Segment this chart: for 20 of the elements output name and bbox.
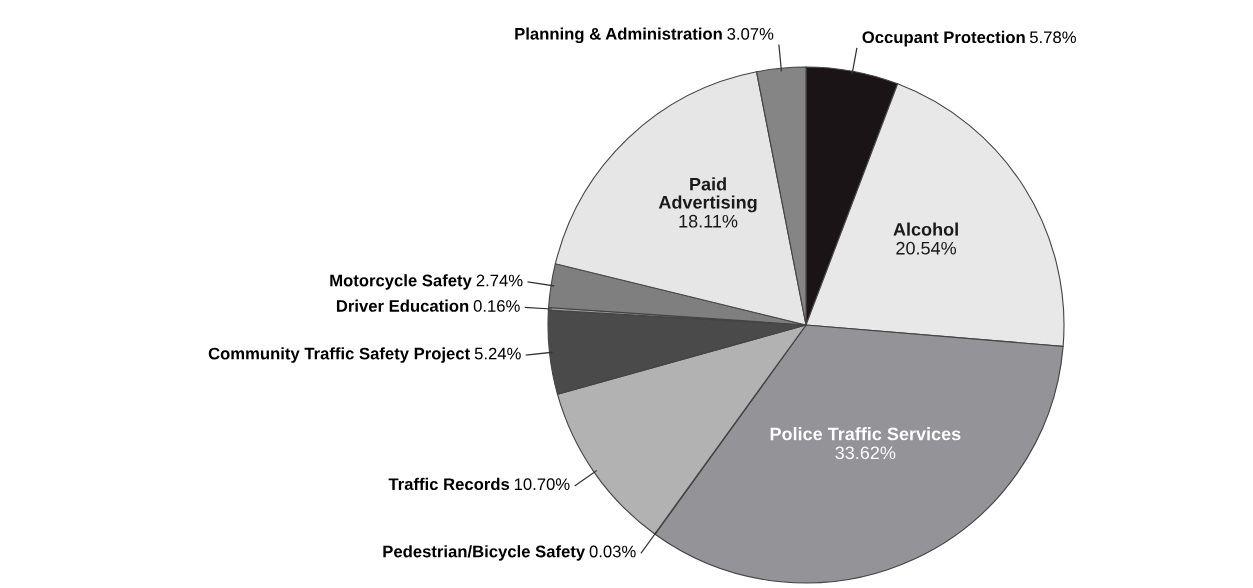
data-label: 10.70%	[514, 478, 570, 491]
data-label: 33.62%	[835, 446, 896, 460]
data-label: 5.24%	[474, 347, 521, 360]
slice-label: Traffic Records	[388, 477, 510, 491]
slice-label: Planning & Administration	[515, 27, 722, 44]
data-label: 5.78%	[1029, 31, 1076, 44]
data-label: 0.03%	[589, 545, 636, 558]
slice-label: Motorcycle Safety	[330, 274, 472, 290]
slice-label: Police Traffic Services	[770, 427, 961, 441]
slice-label: Pedestrian/Bicycle Safety	[383, 545, 586, 561]
slice-label: Occupant Protection	[862, 30, 1025, 47]
slice-label: Driver Education	[336, 299, 469, 312]
slice-label: Community Traffic Safety Project	[208, 347, 470, 363]
data-label: 2.74%	[476, 274, 523, 287]
data-label: 3.07%	[727, 27, 774, 40]
data-label: 0.16%	[473, 300, 520, 312]
slice-label: Paid Advertising	[658, 177, 757, 213]
data-label: 18.11%	[679, 214, 738, 228]
slice-label: Alcohol	[893, 222, 958, 236]
data-label: 20.54%	[896, 241, 957, 255]
